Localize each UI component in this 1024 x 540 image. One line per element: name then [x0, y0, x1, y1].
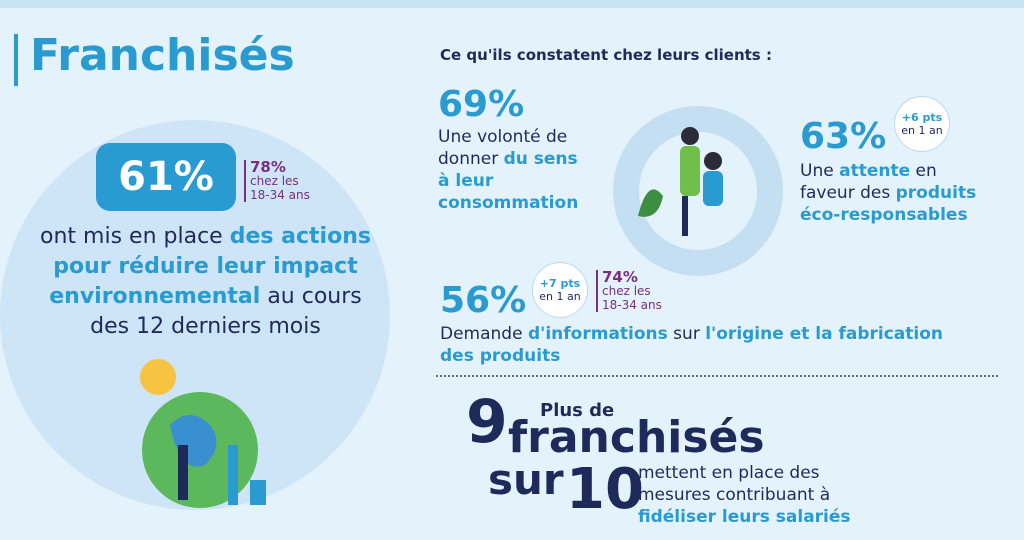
age-stat-value: 74%	[602, 268, 638, 286]
highlight: fidéliser leurs salariés	[638, 507, 851, 527]
age-stat-label: 18-34 ans	[602, 298, 662, 312]
highlight: des actions pour réduire leur impact env…	[49, 224, 371, 309]
highlight: du sens à leur consommation	[438, 149, 579, 213]
title-accent	[14, 34, 18, 86]
main-stat: 61%	[96, 143, 236, 211]
text: ont mis en place	[40, 224, 230, 249]
stat: 69%	[438, 84, 525, 125]
highlight: attente	[839, 161, 911, 181]
text: Une	[800, 161, 840, 181]
stat-description: Une volonté de donner du sens à leur con…	[438, 126, 588, 214]
prefix: Plus de	[540, 400, 615, 421]
main-description: ont mis en place des actions pour réduir…	[28, 222, 383, 342]
age-stat-value: 78%	[250, 158, 286, 176]
evolution-badge: +7 pts en 1 an	[532, 262, 588, 318]
highlight: d'informations	[527, 324, 668, 344]
section-heading: Ce qu'ils constatent chez leurs clients …	[440, 46, 772, 64]
text: Une volonté de donner	[438, 127, 568, 169]
age-stat-label: chez les	[250, 174, 299, 188]
age-stat-label: 18-34 ans	[250, 188, 310, 202]
stat: 63%	[800, 116, 887, 157]
badge-value: +7 pts	[539, 277, 581, 290]
top-bar	[0, 0, 1024, 8]
text: au cours des 12 derniers mois	[90, 284, 362, 339]
evolution-badge: +6 pts en 1 an	[894, 96, 950, 152]
stat-description: Demande d'informations sur l'origine et …	[440, 323, 980, 367]
age-stat: 78% chez les 18-34 ans	[244, 160, 310, 202]
highlight: produits éco-responsables	[800, 183, 977, 225]
age-stat: 74% chez les 18-34 ans	[596, 270, 662, 312]
text: sur	[667, 324, 706, 344]
highlight: l'origine et la fabrication des produits	[440, 324, 944, 366]
badge-label: en 1 an	[539, 290, 581, 303]
bottom-description: mettent en place des mesures contribuant…	[638, 462, 868, 528]
text: mettent en place des mesures contribuant…	[638, 463, 831, 505]
globe-illustration	[140, 359, 266, 508]
connector: sur	[488, 455, 564, 504]
people-illustration	[613, 106, 783, 276]
numerator: 9	[466, 387, 508, 457]
age-stat-label: chez les	[602, 284, 651, 298]
separator	[436, 375, 998, 377]
title: Franchisés	[30, 30, 295, 81]
stat-description: Une attente en faveur des produits éco-r…	[800, 160, 990, 226]
badge-label: en 1 an	[901, 124, 943, 137]
stat: 56%	[440, 280, 527, 321]
badge-value: +6 pts	[901, 111, 943, 124]
text: Demande	[440, 324, 528, 344]
subject: franchisés	[508, 412, 765, 463]
denominator: 10	[566, 457, 644, 522]
text: en faveur des	[800, 161, 937, 203]
